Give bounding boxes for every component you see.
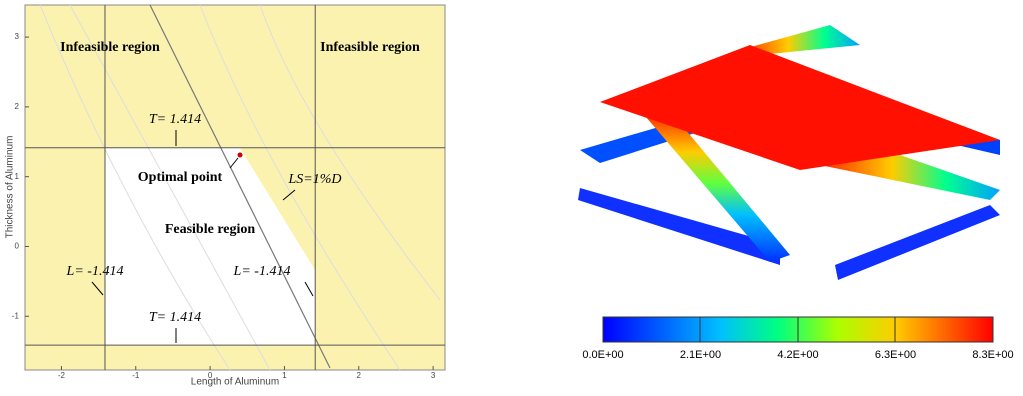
y-tick-label: 2 bbox=[15, 102, 20, 111]
region-label: Feasible region bbox=[165, 222, 256, 237]
y-tick-label: -1 bbox=[12, 311, 20, 320]
annotation: L= -1.414 bbox=[66, 264, 124, 279]
region-label: Infeasible region bbox=[60, 40, 160, 55]
x-tick-label: -2 bbox=[58, 371, 66, 380]
colorbar-label: 4.2E+00 bbox=[777, 349, 818, 361]
x-tick-label: -1 bbox=[132, 371, 140, 380]
annotation: L= -1.414 bbox=[233, 264, 291, 279]
y-tick-label: 0 bbox=[15, 242, 20, 251]
x-tick-label: 1 bbox=[282, 371, 287, 380]
x-axis-label: Length of Aluminum bbox=[191, 377, 279, 388]
fea-model bbox=[578, 25, 1000, 280]
annotation: T= 1.414 bbox=[149, 112, 201, 127]
page: {"left_plot": { "xlabel": "Length of Alu… bbox=[0, 0, 1023, 391]
y-axis-label: Thickness of Aluminum bbox=[5, 136, 16, 239]
y-tick-label: 3 bbox=[15, 32, 20, 41]
region-label: Infeasible region bbox=[320, 40, 420, 55]
colorbar-label: 6.3E+00 bbox=[875, 349, 916, 361]
optimal-marker bbox=[238, 153, 243, 158]
x-tick-label: 3 bbox=[431, 371, 436, 380]
colorbar-labels: 0.0E+00 2.1E+00 4.2E+00 6.3E+00 8.3E+00 bbox=[582, 349, 1013, 361]
colorbar-label: 0.0E+00 bbox=[582, 349, 623, 361]
colorbar-label: 8.3E+00 bbox=[972, 349, 1013, 361]
region-label: Optimal point bbox=[138, 170, 223, 185]
colorbar-label: 2.1E+00 bbox=[680, 349, 721, 361]
annotation: T= 1.414 bbox=[149, 310, 201, 325]
figure: -2-10123-10123 Infeasible region Infeasi… bbox=[0, 0, 1023, 391]
x-tick-label: 2 bbox=[357, 371, 362, 380]
annotation: LS=1%D bbox=[287, 172, 341, 187]
